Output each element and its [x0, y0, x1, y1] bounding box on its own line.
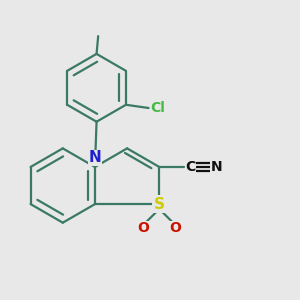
- Text: C: C: [185, 160, 195, 174]
- Text: N: N: [88, 150, 101, 165]
- Text: O: O: [169, 221, 181, 235]
- Text: N: N: [210, 160, 222, 174]
- Text: O: O: [137, 221, 149, 235]
- Text: Cl: Cl: [150, 101, 165, 115]
- Text: S: S: [154, 196, 165, 211]
